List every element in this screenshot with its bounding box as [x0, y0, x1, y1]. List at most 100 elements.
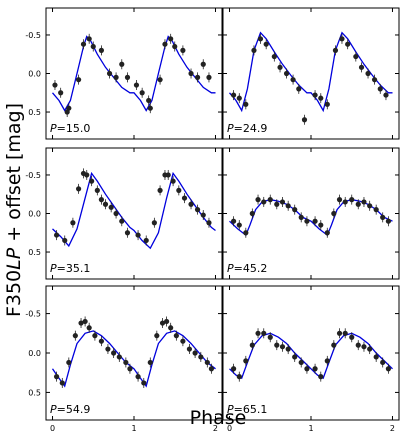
data-point	[135, 374, 141, 380]
data-point	[292, 207, 298, 213]
data-point	[279, 344, 286, 350]
x-tick-label: 0	[227, 424, 232, 433]
data-point	[102, 201, 109, 207]
data-point	[133, 82, 140, 88]
panel-frame	[45, 7, 223, 140]
data-point	[113, 210, 119, 217]
data-point	[331, 210, 337, 217]
y-axis-label: F350LP + offset [mag]	[3, 102, 25, 318]
data-point	[188, 70, 194, 77]
data-point	[86, 325, 92, 331]
data-point	[349, 197, 355, 203]
data-point	[383, 92, 389, 98]
data-point	[331, 342, 337, 348]
data-point	[255, 330, 261, 336]
data-point	[263, 41, 269, 47]
data-point	[159, 320, 166, 326]
data-point	[176, 187, 182, 193]
data-point	[318, 95, 324, 101]
data-point	[283, 70, 290, 77]
y-tick-label: 0.5	[28, 108, 41, 117]
data-point	[285, 203, 291, 209]
data-point	[119, 61, 125, 67]
x-tick-label: 1	[308, 424, 313, 433]
data-point	[98, 47, 105, 53]
y-tick-label: 0.5	[28, 248, 41, 257]
data-point	[123, 359, 129, 366]
data-point	[70, 220, 76, 226]
x-tick-label: 2	[390, 424, 395, 433]
data-point	[367, 346, 373, 352]
data-point	[355, 342, 361, 348]
x-tick-label: 0	[50, 424, 55, 433]
y-tick-label: 0.5	[28, 388, 41, 397]
data-point	[116, 354, 122, 360]
data-point	[277, 64, 283, 70]
period-var: P	[50, 403, 57, 416]
data-point	[373, 207, 379, 213]
y-tick-label: -0.5	[25, 171, 41, 180]
data-point	[82, 318, 88, 325]
data-point	[249, 342, 255, 348]
data-point	[113, 74, 119, 80]
data-point	[371, 77, 378, 83]
period-label: P=35.1	[50, 262, 90, 275]
data-point	[78, 320, 84, 326]
panel-frame	[45, 147, 223, 280]
period-value: =24.9	[234, 122, 268, 135]
data-point	[342, 330, 348, 336]
data-point	[194, 207, 201, 213]
data-point	[151, 220, 157, 226]
data-point	[336, 197, 343, 203]
data-point	[236, 374, 242, 380]
period-label: P=54.9	[50, 403, 90, 416]
data-point	[75, 77, 82, 83]
period-label: P=45.2	[227, 262, 267, 275]
data-point	[170, 178, 176, 184]
data-point	[385, 366, 392, 372]
data-point	[292, 354, 298, 360]
panel-frame	[222, 285, 400, 421]
data-point	[106, 70, 113, 77]
data-point	[80, 41, 87, 47]
panel-P45.2: P=45.2	[222, 147, 400, 280]
data-point	[173, 333, 179, 339]
data-point	[318, 374, 324, 380]
data-point	[271, 53, 277, 60]
data-point	[172, 43, 178, 50]
data-point	[105, 346, 111, 352]
data-point	[111, 350, 117, 356]
data-point	[267, 197, 273, 203]
y-tick-label: 0.0	[28, 210, 41, 219]
data-point	[58, 90, 64, 96]
data-point	[285, 346, 291, 352]
data-point	[365, 70, 371, 77]
data-point	[261, 199, 267, 205]
period-var: P	[50, 262, 57, 275]
period-var: P	[50, 122, 57, 135]
data-point	[312, 92, 318, 98]
data-point	[66, 359, 72, 366]
y-tick-label: -0.5	[25, 310, 41, 319]
period-var: P	[227, 262, 234, 275]
data-point	[243, 358, 249, 364]
data-point	[380, 359, 386, 366]
data-point	[119, 218, 125, 224]
data-point	[298, 214, 304, 220]
data-point	[257, 36, 264, 42]
panel-frame	[222, 147, 400, 280]
panel-P35.1: -0.5 0.0 0.5 P=35.1	[25, 147, 223, 280]
data-point	[358, 64, 365, 70]
period-var: P	[227, 403, 234, 416]
data-point	[279, 199, 286, 205]
data-point	[355, 201, 361, 207]
data-point	[84, 172, 90, 178]
data-point	[86, 36, 92, 42]
period-label: P=24.9	[227, 122, 267, 135]
data-point	[147, 105, 153, 111]
period-label: P=65.1	[227, 403, 267, 416]
data-point	[249, 210, 255, 217]
data-point	[301, 117, 308, 123]
data-point	[290, 77, 296, 83]
